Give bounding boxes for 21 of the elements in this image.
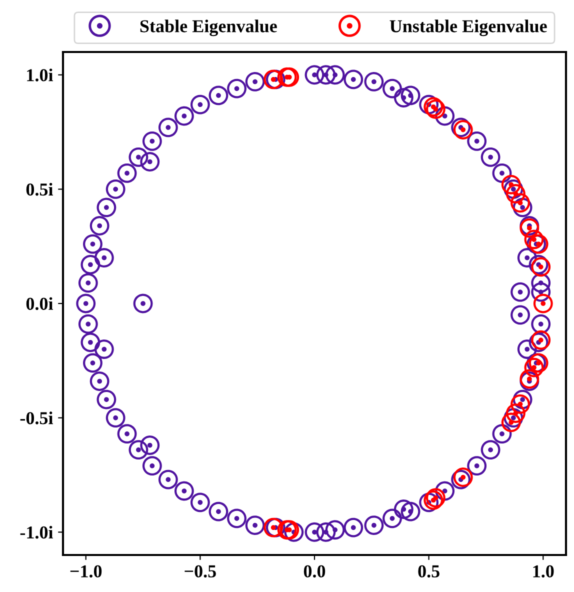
point bbox=[531, 257, 551, 277]
x-tick-label: 0.5 bbox=[418, 565, 440, 578]
point bbox=[510, 193, 530, 213]
point bbox=[531, 330, 551, 350]
y-tick-label: -0.5i bbox=[20, 412, 54, 424]
y-tick-label: 0.5i bbox=[26, 182, 54, 196]
point bbox=[453, 468, 473, 487]
point bbox=[528, 234, 548, 254]
x-tick-label: −0.5 bbox=[184, 565, 216, 578]
x-tick-label: 1.0 bbox=[533, 565, 554, 578]
point bbox=[510, 394, 530, 414]
point bbox=[533, 294, 553, 314]
y-tick-label: 1.0i bbox=[27, 68, 54, 82]
x-tick-label: −1.0 bbox=[70, 565, 102, 578]
x-tick-label: 0.0 bbox=[304, 565, 326, 578]
legend-label: Unstable Eigenvalue bbox=[390, 20, 547, 36]
y-tick-label: -1.0i bbox=[20, 526, 54, 539]
point bbox=[453, 120, 473, 140]
y-tick-label: 0.0i bbox=[26, 297, 54, 310]
legend-label: Stable Eigenvalue bbox=[140, 20, 277, 36]
point bbox=[528, 353, 548, 373]
